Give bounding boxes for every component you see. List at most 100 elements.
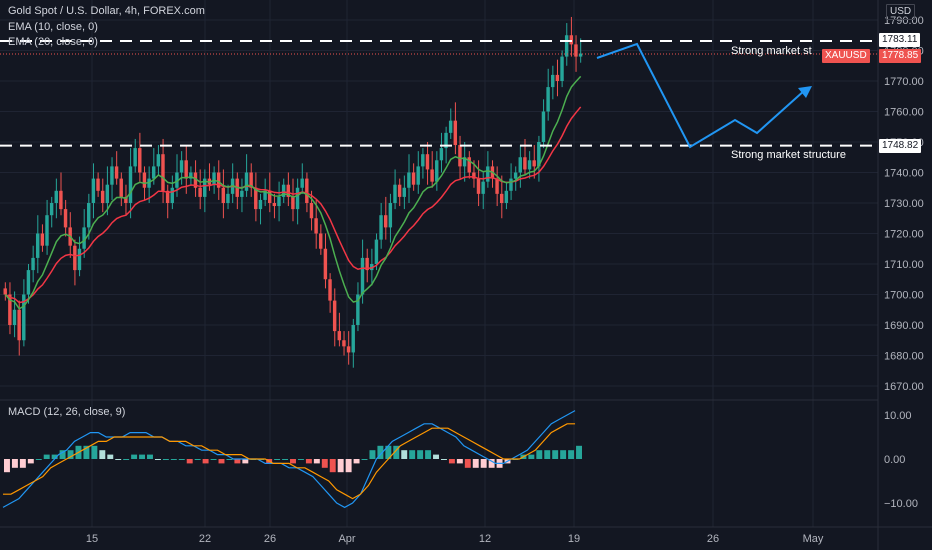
candle-body [407, 172, 411, 188]
macd-bar [361, 459, 368, 460]
macd-bar [83, 445, 90, 459]
candle-body [179, 160, 184, 173]
candle-body [560, 56, 564, 81]
macd-bar [218, 459, 225, 464]
macd-bar [345, 459, 352, 473]
ema-10-line [4, 75, 582, 310]
candle-body [574, 44, 578, 57]
price-tick: 1720.00 [884, 229, 924, 241]
candle-body [263, 190, 267, 200]
macd-bar [433, 454, 439, 459]
macd-bar [274, 459, 281, 460]
macd-axis[interactable]: 10.00 0.00 −10.00 [884, 410, 918, 510]
candle-body [189, 172, 193, 179]
macd-bar [425, 450, 432, 459]
support-text: Strong market structure [731, 149, 846, 161]
candle-body [346, 346, 351, 353]
support-price-label: 1748.82 [879, 139, 922, 153]
candle-body [100, 190, 105, 203]
price-axis[interactable]: 1790.001780.001770.001760.001750.001740.… [884, 15, 924, 393]
candle-body [518, 157, 522, 173]
candle-body [564, 35, 569, 57]
projection-path[interactable] [596, 42, 806, 149]
macd-bar [464, 459, 471, 468]
candle-body [458, 145, 462, 167]
candle-body [323, 248, 328, 280]
candle-body [73, 245, 77, 271]
macd-bar [488, 459, 495, 468]
candle-body [165, 190, 170, 203]
candle-body [124, 196, 128, 203]
macd-bar [123, 459, 130, 460]
candle-body [3, 288, 7, 295]
candle-body [45, 215, 49, 246]
candle-body [77, 248, 82, 271]
macd-bar [194, 459, 201, 460]
macd-bar [59, 450, 66, 459]
candle-body [370, 264, 374, 271]
candle-body [486, 166, 490, 182]
macd-bar [282, 459, 289, 460]
candle-body [226, 193, 230, 203]
candle-body [105, 184, 110, 203]
candle-body [244, 172, 249, 191]
candle-body [31, 257, 35, 271]
candles [3, 16, 583, 368]
macd-bar [290, 459, 296, 464]
price-tick: 1710.00 [884, 259, 924, 271]
time-axis[interactable]: 15 22 26 Apr 12 19 26 May [86, 533, 824, 545]
candle-body [17, 309, 21, 341]
candle-body [448, 120, 453, 133]
macd-bar [43, 454, 50, 459]
ema-20-legend[interactable]: EMA (20, close, 0) [8, 36, 98, 48]
time-tick: 26 [707, 533, 719, 545]
candle-body [504, 190, 509, 203]
projection-arrowhead [798, 86, 812, 98]
macd-bar [369, 450, 376, 459]
candle-body [532, 160, 536, 167]
current-price-label: 1778.85 [879, 49, 922, 63]
candle-body [240, 190, 244, 197]
candle-body [462, 157, 467, 167]
macd-bar [51, 454, 58, 459]
macd-bar [456, 459, 463, 464]
macd-bar [377, 445, 384, 459]
candle-body [397, 184, 402, 197]
candle-body [383, 215, 388, 228]
ema-10-legend[interactable]: EMA (10, close, 0) [8, 21, 98, 33]
candle-body [49, 203, 54, 216]
candle-body [300, 178, 304, 188]
macd-bar [313, 459, 320, 464]
price-tick: 1680.00 [884, 351, 924, 363]
candle-body [472, 172, 476, 179]
macd-bar [440, 459, 447, 460]
macd-bar [329, 459, 336, 473]
candle-body [435, 160, 439, 182]
macd-bar [568, 450, 575, 459]
price-tick: 1790.00 [884, 15, 924, 27]
candle-body [351, 325, 355, 353]
price-tick: 1740.00 [884, 168, 924, 180]
candle-body [444, 132, 448, 149]
candle-body [416, 166, 420, 185]
candle-body [59, 190, 63, 210]
candle-body [374, 239, 379, 264]
macd-bar [409, 450, 416, 459]
macd-bar [4, 459, 10, 473]
candle-body [221, 187, 226, 203]
price-tick: 1730.00 [884, 198, 924, 210]
macd-bar [35, 459, 42, 460]
currency-badge[interactable]: USD [886, 4, 916, 20]
candle-body [314, 218, 318, 234]
macd-bar [99, 450, 106, 459]
candle-body [142, 172, 147, 188]
macd-bar [147, 454, 153, 459]
macd-legend[interactable]: MACD (12, 26, close, 9) [8, 406, 126, 418]
candle-body [63, 209, 68, 228]
candle-body [467, 157, 471, 173]
candle-body [499, 193, 504, 203]
candle-body [193, 172, 198, 188]
candle-body [114, 166, 119, 179]
macd-bar [417, 450, 424, 459]
